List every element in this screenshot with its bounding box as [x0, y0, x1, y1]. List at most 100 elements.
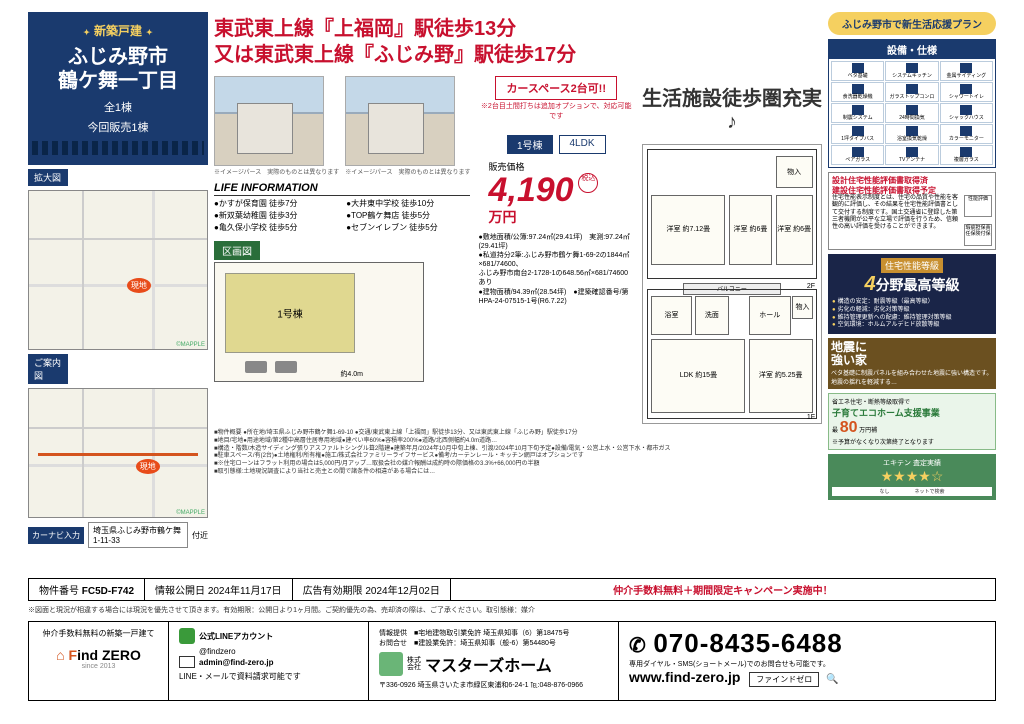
property-number: 物件番号 FC5D-F742: [29, 579, 145, 600]
photo-caption: ※イメージパース 実際のものとは異なります: [345, 167, 470, 176]
carspace-note: ※2台目土間打ちは追加オプションで、対応可能です: [478, 101, 634, 121]
middle-column: 東武東上線『上福岡』駅徒歩13分又は東武東上線『ふじみ野』駅徒歩17分 ※イメー…: [214, 12, 822, 562]
block-plan: 区画図 1号棟 約4.0m: [214, 241, 470, 382]
performance-grade-box: 住宅性能等級 4分野最高等級 構造の安定：耐震等級（最高等級）劣化の軽減：劣化対…: [828, 254, 996, 334]
grade-item: 構造の安定：耐震等級（最高等級）: [832, 299, 992, 307]
info-provider-label: 情報提供: [379, 630, 407, 637]
equipment-title: 設備・仕様: [829, 40, 995, 59]
floor-1f-label: 1F: [807, 414, 815, 421]
footer-company: 情報提供 ■宅地建物取引業免許 埼玉県知事（6）第18475号 お問合せ ■建設…: [369, 622, 619, 700]
subsidy-intro: 省エネ住宅・断熱等級取得で: [832, 397, 992, 406]
evaluation-box: 設計住宅性能評価書取得済 建設住宅性能評価書取得予定 性能評価 住宅性能表示制度…: [828, 172, 996, 250]
life-information: LIFE INFORMATION かすが保育園 徒歩7分大井東中学校 徒歩10分…: [214, 182, 470, 233]
carnav-input: カーナビ入力 埼玉県ふじみ野市鶴ケ舞1-11-33 付近: [28, 522, 208, 548]
website-url: www.find-zero.jp: [629, 669, 740, 685]
equip-item: 1坪タイプバス: [831, 124, 884, 144]
license-1: ■宅地建物取引業免許 埼玉県知事（6）第18475号: [414, 630, 570, 637]
life-item: 新双葉幼稚園 徒歩3分: [214, 210, 338, 221]
carspace-badge: カースペース2台可!!: [495, 76, 617, 100]
spec-line: ふじみ野市南台2-1728-1の648.56㎡×681/74600あり: [478, 269, 634, 287]
info-row: 物件番号 FC5D-F742 情報公開日 2024年11月17日 広告有効期限 …: [28, 578, 996, 601]
equip-item: シャックハウス: [940, 103, 993, 123]
detail-line: 物件概要 ●所在地/埼玉県ふじみ野市鶴ケ舞1-69-10 ●交通/東武東上線「上…: [214, 430, 822, 438]
left-mid: ※イメージパース 実際のものとは異なります ※イメージパース 実際のものとは異な…: [214, 76, 470, 424]
since-text: since 2013: [39, 663, 158, 670]
line-icon: [179, 628, 195, 644]
subsidy-unit: 万円補: [859, 428, 877, 434]
exterior-photo-1: [214, 76, 324, 166]
room: 物入: [792, 296, 812, 319]
right-column: ふじみ野市で新生活応援プラン 設備・仕様 ベタ基礎システムキッチン金属サイディン…: [828, 12, 996, 562]
map-copyright: ©MAPPLE: [176, 342, 205, 348]
room: 浴室: [651, 296, 691, 334]
life-item: 大井東中学校 徒歩10分: [346, 198, 470, 209]
equip-item: シャワートイレ: [940, 82, 993, 102]
equip-item: TVアンテナ: [885, 145, 938, 165]
equip-item: システムキッチン: [885, 61, 938, 81]
subsidy-title: 子育てエコホーム支援事業: [832, 406, 992, 419]
equip-item: 複層ガラス: [940, 145, 993, 165]
carnav-label: カーナビ入力: [28, 527, 84, 544]
map-access-label: ご案内図: [28, 354, 68, 384]
grade-number: 4: [864, 273, 875, 295]
unit-tag: 1号棟: [507, 135, 553, 154]
footer-tel: 070-8435-6488 専用ダイヤル・SMS(ショートメール)でのお問合せも…: [619, 622, 995, 700]
unit-count: 全1棟: [32, 99, 204, 115]
price-section: カースペース2台可!! ※2台目土間打ちは追加オプションで、対応可能です 1号棟…: [478, 76, 634, 424]
room: 洗面: [695, 296, 729, 334]
spec-line: ●建物面積/94.39㎡(28.54坪) ●建築確認番号/第HPA-24-075…: [478, 288, 634, 306]
map-copyright: ©MAPPLE: [176, 510, 205, 516]
detail-line: 取引態様:土地現況調査により当社と売主との間で諸条件の相違がある場合には…: [214, 469, 822, 477]
footer-brand: 仲介手数料無料の新築一戸建て ⌂ Find ZERO since 2013: [29, 622, 169, 700]
room: 洋室 約6畳: [776, 195, 813, 265]
block-plan-label: 区画図: [214, 241, 260, 260]
equip-item: カラーモニター: [940, 124, 993, 144]
inquiry-label: お問合せ: [379, 640, 407, 647]
email-address: admin@find-zero.jp: [199, 658, 273, 667]
eval-icon-2: 瑕疵担保責任保険付保: [964, 224, 992, 246]
mail-icon: [179, 656, 195, 668]
campaign-text: 仲介手数料無料＋期間限定キャンペーン実施中！: [451, 579, 995, 600]
spec-line: ●私道持分2筆:ふじみ野市鶴ケ舞1-69-2の1844㎡×681/74600、: [478, 251, 634, 269]
map-pin: 現地: [127, 278, 151, 293]
floorplan: 洋室 約7.12畳洋室 約6畳洋室 約6畳物入 バルコニー 2F 浴室洗面ホール…: [642, 144, 822, 424]
property-type-badge: 新築戸建: [32, 22, 204, 39]
detail-line: 地目/宅地●用途地域/第2種中高層住居専用地域●建ぺい率60%●容積率200%●…: [214, 438, 822, 446]
disclaimer: ※図面と現況が相違する場合には現況を優先させて頂きます。有効期限：公開日より1ヶ…: [0, 603, 1024, 617]
life-item: 亀久保小学校 徒歩5分: [214, 222, 338, 233]
carnav-address: 埼玉県ふじみ野市鶴ケ舞1-11-33: [88, 522, 188, 548]
map-enlarge-label: 拡大図: [28, 169, 68, 186]
grade-badge: 住宅性能等級: [881, 258, 943, 273]
review-text: なし ネットで検索: [832, 487, 992, 496]
earthquake-box: 地震に強い家 ベタ基礎に制震パネルを組み合わせた地震に強い構造です。地震の揺れを…: [828, 338, 996, 388]
review-box: エキテン 査定実績 ★★★★☆ なし ネットで検索: [828, 454, 996, 500]
room: LDK 約15畳: [651, 339, 745, 413]
equipment-box: 設備・仕様 ベタ基礎システムキッチン金属サイディング食洗器乾燥機ガラストップコン…: [828, 39, 996, 168]
room: 洋室 約7.12畳: [651, 195, 725, 265]
carnav-suffix: 付近: [192, 530, 208, 541]
publish-date: 情報公開日 2024年11月17日: [145, 579, 293, 600]
title-box: 新築戸建 ふじみ野市鶴ケ舞一丁目 全1棟 今回販売1棟: [28, 12, 208, 165]
selling-count: 今回販売1棟: [32, 119, 204, 135]
tax-badge: 税込: [578, 173, 598, 193]
contact-note: LINE・メールで資料請求可能です: [179, 671, 358, 682]
footer: 仲介手数料無料の新築一戸建て ⌂ Find ZERO since 2013 公式…: [28, 621, 996, 701]
subsidy-box: 省エネ住宅・断熱等級取得で 子育てエコホーム支援事業 最 80 万円補 ※予算が…: [828, 393, 996, 450]
life-info-title: LIFE INFORMATION: [214, 182, 470, 196]
quake-body: ベタ基礎に制震パネルを組み合わせた地震に強い構造です。地震の揺れを軽減する…: [831, 371, 992, 386]
equip-item: ペアガラス: [831, 145, 884, 165]
subsidy-pre: 最: [832, 428, 838, 434]
headline: 東武東上線『上福岡』駅徒歩13分又は東武東上線『ふじみ野』駅徒歩17分: [214, 12, 822, 72]
equip-item: 制震システム: [831, 103, 884, 123]
detail-line: ※住宅ローンはフラット利用の場合は5,000円/月アップ…取扱会社の媒介報酬は成…: [214, 461, 822, 469]
phone-note: 専用ダイヤル・SMS(ショートメール)でのお問合せも可能です。: [629, 659, 985, 669]
eval-body: 住宅性能表示制度とは、住宅の品質や性能を客観的に評価し、その結果を住宅性能評価書…: [832, 195, 958, 230]
company-logo-icon: [379, 652, 403, 676]
eval-title-1: 設計住宅性能評価書取得済: [832, 176, 992, 186]
grade-item: 空気環境：ホルムアルデヒド放散等級: [832, 322, 992, 330]
equip-item: ベタ基礎: [831, 61, 884, 81]
equip-item: 金属サイディング: [940, 61, 993, 81]
skyline-graphic: [32, 141, 204, 155]
lot-label: 1号棟: [277, 306, 303, 321]
life-item: セブンイレブン 徒歩5分: [346, 222, 470, 233]
